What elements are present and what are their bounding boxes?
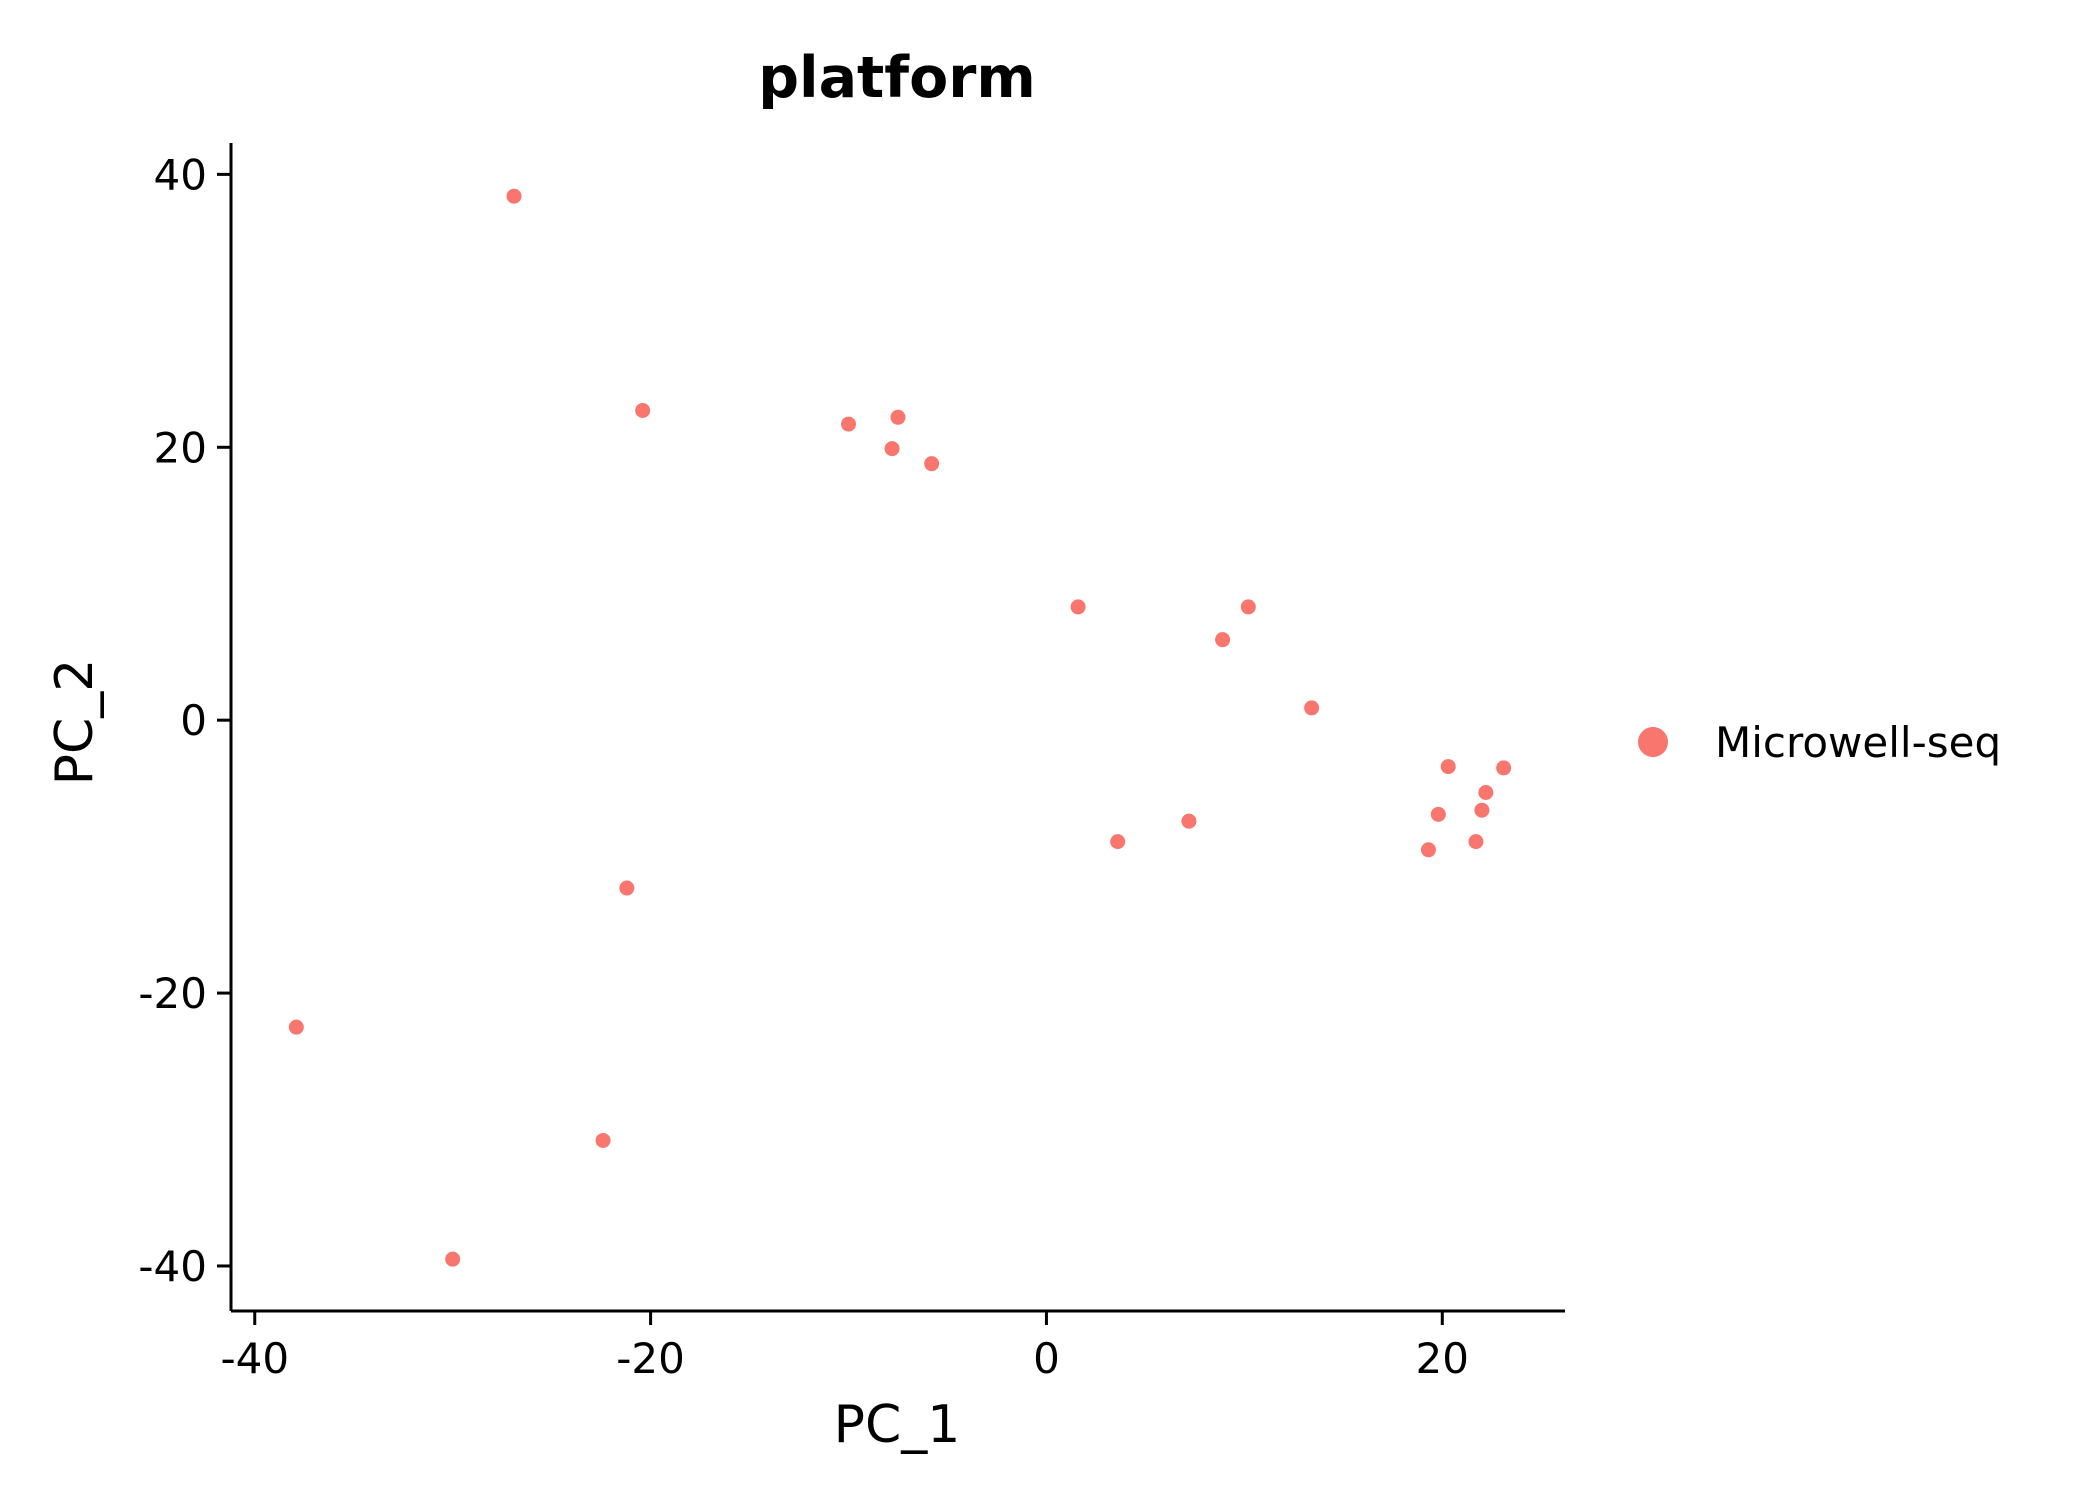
data-point	[1181, 813, 1197, 829]
data-point	[1070, 599, 1086, 615]
data-point	[619, 880, 635, 896]
y-tick-label: -40	[138, 1242, 207, 1291]
x-tick-label: 0	[1033, 1334, 1060, 1383]
x-tick-label: 20	[1416, 1334, 1469, 1383]
chart-title: platform	[758, 45, 1036, 111]
data-point	[890, 409, 906, 425]
data-point	[1474, 802, 1490, 818]
y-tick-label: 20	[154, 423, 207, 472]
data-point	[1468, 834, 1484, 850]
legend: Microwell-seq	[1638, 718, 2001, 767]
data-point	[506, 188, 522, 204]
data-point	[445, 1251, 461, 1267]
y-tick-label: -20	[138, 969, 207, 1018]
y-tick-label: 40	[154, 150, 207, 199]
data-point	[595, 1132, 611, 1148]
data-point	[1440, 759, 1456, 775]
plot-area: -40 -20 0 20 -40 -20 0 20 40	[138, 143, 1565, 1383]
data-point	[1496, 760, 1512, 776]
y-axis-label: PC_2	[45, 659, 105, 786]
data-point	[924, 456, 940, 472]
data-point	[1304, 700, 1320, 716]
y-axis-ticks: -40 -20 0 20 40	[138, 150, 231, 1291]
data-point	[1110, 834, 1126, 850]
data-point	[1420, 842, 1436, 858]
data-point	[1430, 806, 1446, 822]
data-point	[635, 402, 651, 418]
data-point	[288, 1019, 304, 1035]
data-points	[288, 188, 1512, 1267]
x-tick-label: -40	[220, 1334, 289, 1383]
data-point	[1478, 784, 1494, 800]
data-point	[841, 416, 857, 432]
data-point	[884, 441, 900, 457]
legend-key-microwell-seq	[1638, 727, 1668, 757]
x-axis-ticks: -40 -20 0 20	[220, 1311, 1469, 1383]
data-point	[1240, 599, 1256, 615]
x-tick-label: -20	[616, 1334, 685, 1383]
x-axis-label: PC_1	[834, 1395, 961, 1455]
y-tick-label: 0	[180, 696, 207, 745]
legend-label-microwell-seq: Microwell-seq	[1715, 718, 2001, 767]
data-point	[1215, 632, 1231, 648]
